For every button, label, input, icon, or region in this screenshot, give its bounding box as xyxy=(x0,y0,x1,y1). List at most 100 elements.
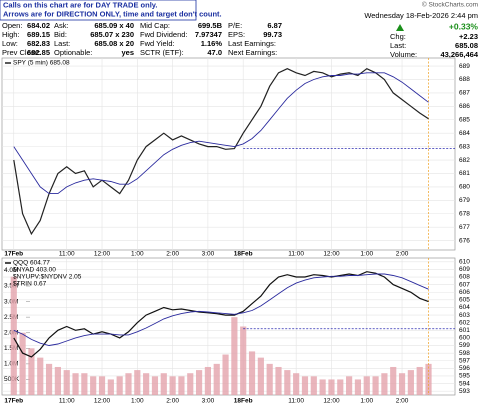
x-tick-label: 12:00 xyxy=(94,251,111,258)
price-line xyxy=(13,68,429,236)
y-tick-label: 610 xyxy=(459,259,470,266)
volume-bar xyxy=(248,351,256,395)
y-tick-label: 603 xyxy=(459,312,470,319)
y-tick-label: 608 xyxy=(459,274,470,281)
y-tick-label: 605 xyxy=(459,297,470,304)
volume-bar xyxy=(407,370,414,395)
notice-box xyxy=(0,0,197,21)
x-tick-label: 1:00 xyxy=(131,251,144,258)
volume-bar xyxy=(45,363,53,395)
y-tick-label: 683 xyxy=(459,143,470,150)
notice-line: Arrows are for DIRECTION ONLY, time and … xyxy=(3,9,222,18)
x-tick-label: 1:00 xyxy=(131,398,144,405)
volume-bar xyxy=(28,348,35,395)
quote-label: Last: xyxy=(54,39,70,48)
info-label: Last: xyxy=(390,41,406,50)
volume-bar xyxy=(151,376,159,395)
x-tick-label: 18Feb xyxy=(234,251,253,258)
y-tick-label: 598 xyxy=(459,350,470,357)
plot-frame xyxy=(1,57,456,251)
y-tick-label: 596 xyxy=(459,365,470,372)
volume-bar xyxy=(354,379,362,395)
y-tick-label: 686 xyxy=(459,103,470,110)
quote-value: 685.08 x 20 xyxy=(94,39,134,48)
up-arrow xyxy=(396,24,404,31)
quote-value: 682.83 xyxy=(27,39,50,48)
y-tick-label: 676 xyxy=(459,237,470,244)
quote-label: Prev Close: xyxy=(2,48,41,57)
volume-bar xyxy=(10,276,17,395)
volume-bar xyxy=(98,376,106,395)
x-tick-label: 11:00 xyxy=(59,398,75,405)
volume-bar xyxy=(416,366,423,395)
volume-bar xyxy=(160,373,167,395)
x-tick-label: 12:00 xyxy=(323,251,340,258)
volume-bar xyxy=(72,373,79,395)
notice-line: Calls on this chart are for DAY TRADE on… xyxy=(3,0,157,9)
volume-bar xyxy=(240,326,247,395)
quote-label: Ask: xyxy=(54,21,69,30)
y-tick-label: 680 xyxy=(459,184,470,191)
volume-bar xyxy=(81,373,88,395)
y-tick-label: 606 xyxy=(459,289,470,296)
volume-bar xyxy=(346,376,353,395)
volume-bar xyxy=(107,379,114,395)
x-tick-label: 17Feb xyxy=(4,251,23,258)
volume-bar xyxy=(275,366,282,395)
volume-bar xyxy=(337,379,344,395)
price-line xyxy=(13,271,429,358)
volume-bar xyxy=(266,363,273,395)
y-tick-label: 602 xyxy=(459,319,470,326)
datetime: Wednesday 18-Feb-2026 2:44 pm xyxy=(364,11,478,20)
y-tick-label: 597 xyxy=(459,357,470,364)
volume-bar xyxy=(19,332,26,395)
volume-bar xyxy=(390,366,397,395)
change-pct: +0.33% xyxy=(449,21,479,31)
volume-bar xyxy=(328,379,335,395)
quote-value: 99.73 xyxy=(263,30,282,39)
volume-bar xyxy=(381,373,388,395)
source: © StockCharts.com xyxy=(422,1,478,9)
quote-value: 6.87 xyxy=(267,21,282,30)
y-tick-label: 600 xyxy=(459,335,470,342)
x-tick-label: 11:00 xyxy=(59,251,75,258)
volume-bar xyxy=(178,376,185,395)
info-label: Volume: xyxy=(390,50,417,59)
volume-bar xyxy=(63,370,70,395)
legend-label: $NYUPV:$NYDNV 2.05 xyxy=(13,274,82,281)
volume-bar xyxy=(195,370,203,395)
quote-label: Last Earnings: xyxy=(228,39,276,48)
quote-label: Low: xyxy=(2,39,18,48)
legend-label: SPY (5 min) 685.08 xyxy=(13,60,70,67)
info-value: 685.08 xyxy=(455,41,478,50)
x-tick-label: 12:00 xyxy=(94,398,111,405)
volume-bar xyxy=(204,366,211,395)
volume-bar xyxy=(37,357,44,395)
quote-label: P/E: xyxy=(228,21,242,30)
volume-bar xyxy=(319,379,326,395)
y-tick-label: 604 xyxy=(459,304,470,311)
quote-value: 689.15 xyxy=(27,30,50,39)
y-tick-label: 685 xyxy=(459,116,470,123)
volume-bar xyxy=(231,317,238,395)
quote-label: Open: xyxy=(2,21,22,30)
y-tick-label: 595 xyxy=(459,373,470,380)
volume-bar xyxy=(301,376,309,395)
quote-value: yes xyxy=(121,48,134,57)
x-tick-label: 11:00 xyxy=(288,398,304,405)
x-tick-label: 2:00 xyxy=(166,251,179,258)
volume-bar xyxy=(284,370,291,395)
quote-value: 682.85 xyxy=(27,48,50,57)
x-tick-label: 1:00 xyxy=(360,398,373,405)
volume-bar xyxy=(363,376,370,395)
y-tick-label: 682 xyxy=(459,157,470,164)
y2-tick-label: 4.0M xyxy=(4,267,18,274)
volume-bar xyxy=(143,373,150,395)
volume-bar xyxy=(90,376,97,395)
volume-bar xyxy=(293,373,300,395)
y-tick-label: 688 xyxy=(459,76,470,83)
info-value: +2.23 xyxy=(459,32,478,41)
y-tick-label: 678 xyxy=(459,210,470,217)
volume-bar xyxy=(54,366,61,395)
